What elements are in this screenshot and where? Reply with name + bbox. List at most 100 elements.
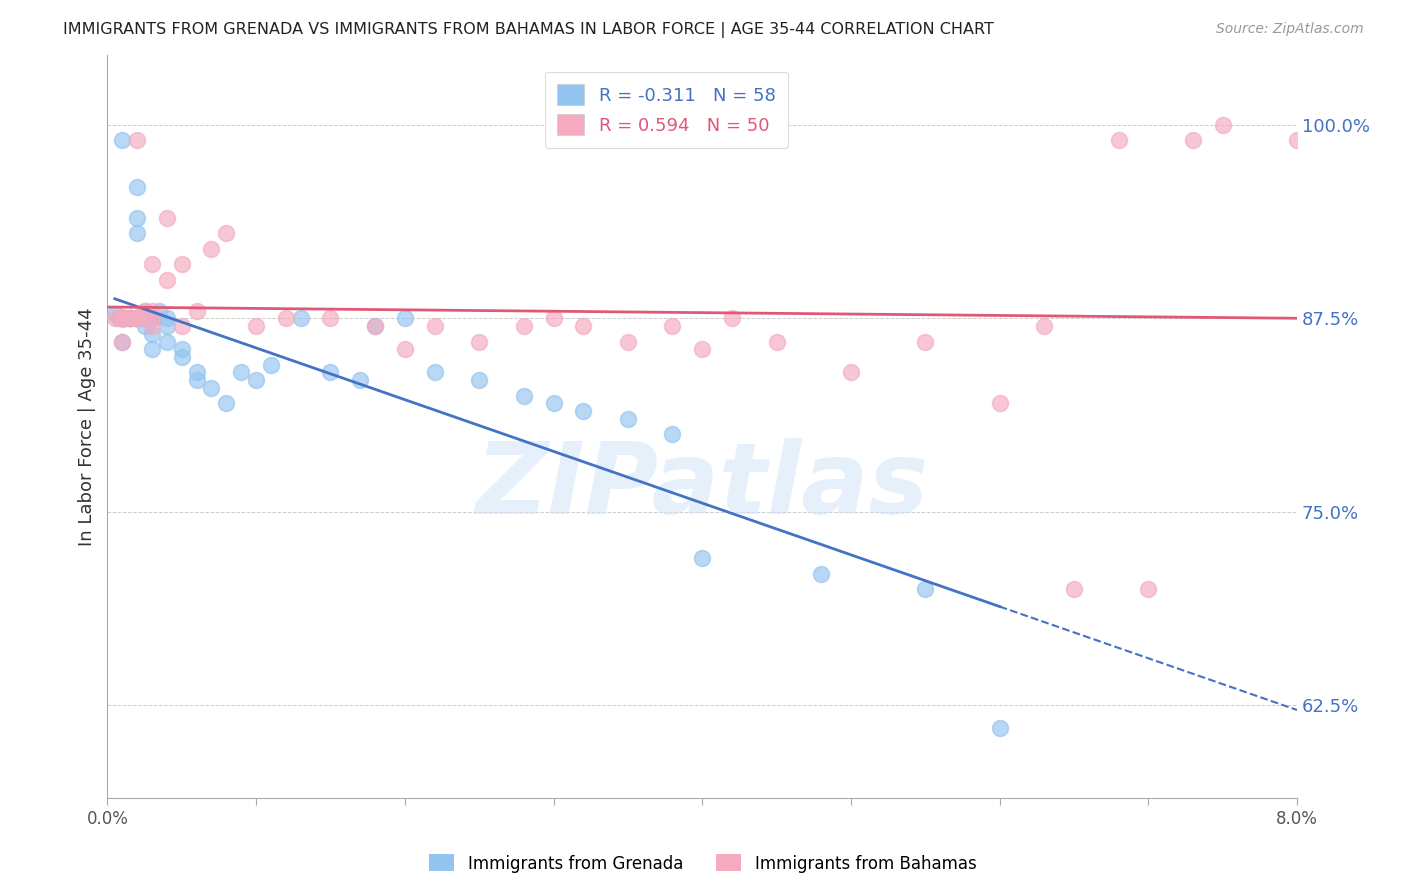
Point bbox=[364, 318, 387, 333]
Point bbox=[141, 326, 163, 341]
Legend: Immigrants from Grenada, Immigrants from Bahamas: Immigrants from Grenada, Immigrants from… bbox=[423, 847, 983, 880]
Point bbox=[513, 318, 536, 333]
Point bbox=[141, 318, 163, 333]
Point bbox=[127, 311, 149, 326]
Point bbox=[394, 343, 416, 357]
Point bbox=[543, 396, 565, 410]
Point bbox=[260, 358, 283, 372]
Point bbox=[170, 257, 193, 271]
Point bbox=[156, 311, 179, 326]
Point bbox=[543, 311, 565, 326]
Point bbox=[134, 303, 156, 318]
Point bbox=[1181, 133, 1204, 147]
Point bbox=[914, 582, 936, 597]
Point bbox=[245, 373, 267, 387]
Point bbox=[111, 311, 134, 326]
Point bbox=[349, 373, 371, 387]
Point bbox=[108, 311, 131, 326]
Point bbox=[111, 311, 134, 326]
Point bbox=[1063, 582, 1085, 597]
Point bbox=[186, 303, 208, 318]
Point bbox=[141, 311, 163, 326]
Point bbox=[127, 226, 149, 240]
Point bbox=[661, 318, 683, 333]
Point bbox=[423, 366, 446, 380]
Point bbox=[914, 334, 936, 349]
Point bbox=[513, 389, 536, 403]
Point bbox=[186, 373, 208, 387]
Point bbox=[141, 311, 163, 326]
Point bbox=[200, 381, 222, 395]
Point bbox=[148, 303, 170, 318]
Point bbox=[104, 311, 127, 326]
Point bbox=[170, 350, 193, 364]
Point bbox=[114, 311, 136, 326]
Point bbox=[231, 366, 253, 380]
Point bbox=[114, 311, 136, 326]
Point bbox=[141, 311, 163, 326]
Point bbox=[156, 272, 179, 286]
Point bbox=[156, 211, 179, 225]
Point bbox=[988, 722, 1011, 736]
Point bbox=[127, 311, 149, 326]
Point bbox=[468, 373, 491, 387]
Point bbox=[127, 311, 149, 326]
Point bbox=[141, 343, 163, 357]
Point bbox=[118, 311, 141, 326]
Point bbox=[617, 412, 640, 426]
Point bbox=[245, 318, 267, 333]
Point bbox=[721, 311, 744, 326]
Point bbox=[661, 427, 683, 442]
Point bbox=[170, 343, 193, 357]
Point bbox=[141, 311, 163, 326]
Point bbox=[170, 318, 193, 333]
Point bbox=[364, 318, 387, 333]
Point bbox=[200, 242, 222, 256]
Point bbox=[111, 311, 134, 326]
Point bbox=[111, 133, 134, 147]
Point bbox=[423, 318, 446, 333]
Point bbox=[988, 396, 1011, 410]
Point bbox=[111, 311, 134, 326]
Point bbox=[134, 311, 156, 326]
Point bbox=[690, 343, 713, 357]
Point bbox=[127, 211, 149, 225]
Point bbox=[1212, 118, 1234, 132]
Point bbox=[319, 311, 342, 326]
Point bbox=[118, 311, 141, 326]
Point bbox=[127, 311, 149, 326]
Point bbox=[690, 551, 713, 566]
Text: IMMIGRANTS FROM GRENADA VS IMMIGRANTS FROM BAHAMAS IN LABOR FORCE | AGE 35-44 CO: IMMIGRANTS FROM GRENADA VS IMMIGRANTS FR… bbox=[63, 22, 994, 38]
Point bbox=[127, 179, 149, 194]
Point bbox=[572, 404, 595, 418]
Point bbox=[141, 257, 163, 271]
Point bbox=[111, 334, 134, 349]
Point bbox=[111, 311, 134, 326]
Text: ZIPatlas: ZIPatlas bbox=[475, 438, 929, 534]
Point bbox=[141, 303, 163, 318]
Point bbox=[1286, 133, 1309, 147]
Point bbox=[134, 303, 156, 318]
Point bbox=[127, 311, 149, 326]
Point bbox=[114, 311, 136, 326]
Point bbox=[129, 311, 152, 326]
Legend: R = -0.311   N = 58, R = 0.594   N = 50: R = -0.311 N = 58, R = 0.594 N = 50 bbox=[544, 71, 789, 147]
Point bbox=[104, 307, 127, 321]
Point bbox=[186, 366, 208, 380]
Text: Source: ZipAtlas.com: Source: ZipAtlas.com bbox=[1216, 22, 1364, 37]
Point bbox=[127, 133, 149, 147]
Point bbox=[319, 366, 342, 380]
Point bbox=[111, 311, 134, 326]
Point bbox=[765, 334, 787, 349]
Point bbox=[274, 311, 297, 326]
Point bbox=[810, 566, 832, 581]
Point bbox=[617, 334, 640, 349]
Point bbox=[118, 311, 141, 326]
Point bbox=[572, 318, 595, 333]
Point bbox=[394, 311, 416, 326]
Point bbox=[839, 366, 862, 380]
Point bbox=[156, 318, 179, 333]
Point bbox=[134, 318, 156, 333]
Point bbox=[111, 311, 134, 326]
Point bbox=[468, 334, 491, 349]
